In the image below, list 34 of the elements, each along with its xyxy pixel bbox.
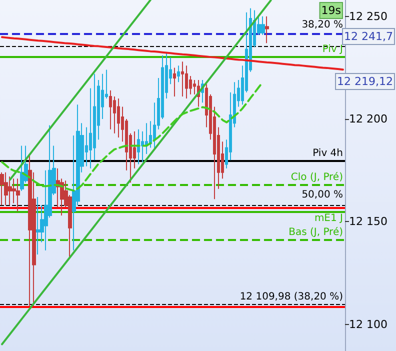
y-tick-label: 12 200 [349,112,388,126]
candlestick [137,128,140,165]
candlestick [28,153,32,306]
candlestick [173,67,176,97]
candlestick [0,172,4,206]
candlestick [20,145,24,192]
ref-line-label: Piv 4h [312,148,343,160]
candlestick [177,65,180,83]
candlestick [16,178,20,212]
line-series [1,81,264,192]
candlestick [181,61,184,97]
y-tick-label: 12 150 [349,215,388,228]
candlestick [185,65,188,100]
candlestick [117,98,120,138]
y-tick-label: 12 250 [349,10,388,23]
annotation: 19s [321,4,342,17]
annotation: 12 219,12 [337,75,393,88]
annotation: 50,00 % [302,190,344,200]
candlestick [8,176,12,206]
line-series [1,36,344,71]
candlestick [109,90,112,130]
candlestick [265,16,269,44]
line-series [9,0,152,181]
annotation: 12 241,7 [344,30,393,43]
candlestick [261,16,265,36]
y-tick-label: 12 100 [349,318,388,331]
ref-line-label: Bas (J, Pré) [288,227,344,238]
ref-line-label: mE1 J [314,213,343,224]
ref-line-label: 12 109,98 (38,20 %) [240,291,344,302]
ref-line-label: Clo (J, Pré) [290,172,344,184]
ref-line-label: Piv J [322,44,343,55]
candlestick [36,196,40,256]
annotation: 38,20 % [302,20,344,30]
candlestick [4,172,8,206]
